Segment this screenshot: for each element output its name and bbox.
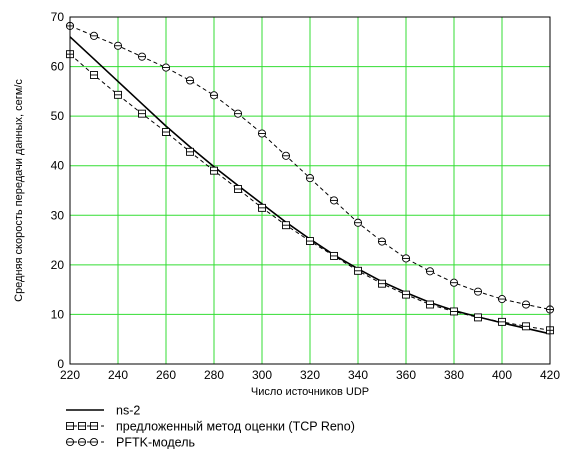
series-1-point-17 xyxy=(474,313,482,322)
legend: ns-2 предложенный метод оценки (TCP Reno)… xyxy=(65,404,355,450)
legend-entry-1: предложенный метод оценки (TCP Reno) xyxy=(66,420,355,434)
series-2-point-17 xyxy=(473,287,483,296)
series-1-point-7 xyxy=(234,185,242,193)
x-tick-labels: 220 240 260 280 300 320 340 360 380 400 420 xyxy=(60,368,560,382)
series-2-point-11 xyxy=(329,196,339,205)
series-1-point-15 xyxy=(426,300,434,309)
series-1-point-16 xyxy=(450,307,458,316)
series-2-point-5 xyxy=(185,76,195,85)
series-1-point-6 xyxy=(210,166,218,175)
legend-label-1: предложенный метод оценки (TCP Reno) xyxy=(116,420,355,434)
series-1-point-2 xyxy=(114,90,122,99)
series-1-point-3 xyxy=(138,109,146,118)
y-tick-label-70: 70 xyxy=(51,10,65,24)
series-1-point-19 xyxy=(522,322,530,331)
legend-marker-1-2 xyxy=(90,422,98,430)
series-1-point-11 xyxy=(330,251,338,260)
x-tick-label-260: 260 xyxy=(156,368,176,382)
legend-entry-0: ns-2 xyxy=(66,404,140,418)
x-tick-label-340: 340 xyxy=(348,368,368,382)
legend-marker-1-1 xyxy=(78,422,86,430)
series-1-point-18 xyxy=(498,317,506,326)
x-tick-label-400: 400 xyxy=(492,368,512,382)
series-1-point-12 xyxy=(354,266,362,275)
x-tick-label-320: 320 xyxy=(300,368,320,382)
plot-frame xyxy=(69,16,551,365)
y-tick-label-50: 50 xyxy=(51,109,65,123)
legend-label-2: PFTK-модель xyxy=(116,436,195,450)
series-1-point-13 xyxy=(378,279,386,288)
x-tick-label-380: 380 xyxy=(444,368,464,382)
series-2-point-18 xyxy=(497,295,507,304)
series-2-point-14 xyxy=(401,254,411,263)
y-tick-label-10: 10 xyxy=(51,307,65,321)
y-tick-label-40: 40 xyxy=(51,159,65,173)
series-1-point-14 xyxy=(402,290,410,299)
series-1-point-10 xyxy=(306,237,314,246)
series-2-point-8 xyxy=(257,129,267,138)
legend-marker-1-0 xyxy=(66,422,74,430)
series-2-point-13 xyxy=(377,237,387,246)
legend-label-0: ns-2 xyxy=(116,404,140,418)
legend-marker-2-0 xyxy=(65,437,75,447)
series-2-point-3 xyxy=(137,52,147,61)
series-2-point-12 xyxy=(353,218,363,227)
x-tick-label-280: 280 xyxy=(204,368,224,382)
series-2-point-10 xyxy=(305,174,315,183)
x-tick-label-300: 300 xyxy=(252,368,272,382)
y-tick-labels: 0 10 20 30 40 50 60 70 xyxy=(51,10,65,371)
series-1-point-1 xyxy=(90,71,98,79)
series-2-point-7 xyxy=(233,109,243,118)
legend-marker-2-1 xyxy=(77,437,87,447)
series-1-point-9 xyxy=(282,221,290,230)
series-2-point-9 xyxy=(281,151,291,160)
x-tick-label-240: 240 xyxy=(108,368,128,382)
series-2-point-1 xyxy=(89,31,99,40)
x-tick-label-220: 220 xyxy=(60,368,80,382)
series-2-point-6 xyxy=(209,91,219,100)
series-lines xyxy=(65,21,555,335)
y-tick-label-0: 0 xyxy=(57,357,64,371)
x-tick-label-420: 420 xyxy=(540,368,560,382)
series-2-point-2 xyxy=(113,41,123,50)
series-2-point-16 xyxy=(449,278,459,287)
series-2-point-19 xyxy=(521,300,531,309)
legend-marker-2-2 xyxy=(89,437,99,447)
legend-entry-2: PFTK-модель xyxy=(65,436,195,450)
x-tick-label-360: 360 xyxy=(396,368,416,382)
series-1-point-8 xyxy=(258,203,266,212)
series-1-point-5 xyxy=(186,147,194,156)
y-tick-label-60: 60 xyxy=(51,60,65,74)
y-tick-label-30: 30 xyxy=(51,208,65,222)
y-axis-title: Средняя скорость передачи данных, сегм/с xyxy=(13,79,25,302)
x-axis-title: Число источников UDP xyxy=(251,386,369,398)
grid-lines xyxy=(69,16,551,365)
y-tick-label-20: 20 xyxy=(51,258,65,272)
series-1-point-4 xyxy=(162,128,170,136)
series-2-point-15 xyxy=(425,267,435,276)
series-2-point-4 xyxy=(161,63,171,72)
